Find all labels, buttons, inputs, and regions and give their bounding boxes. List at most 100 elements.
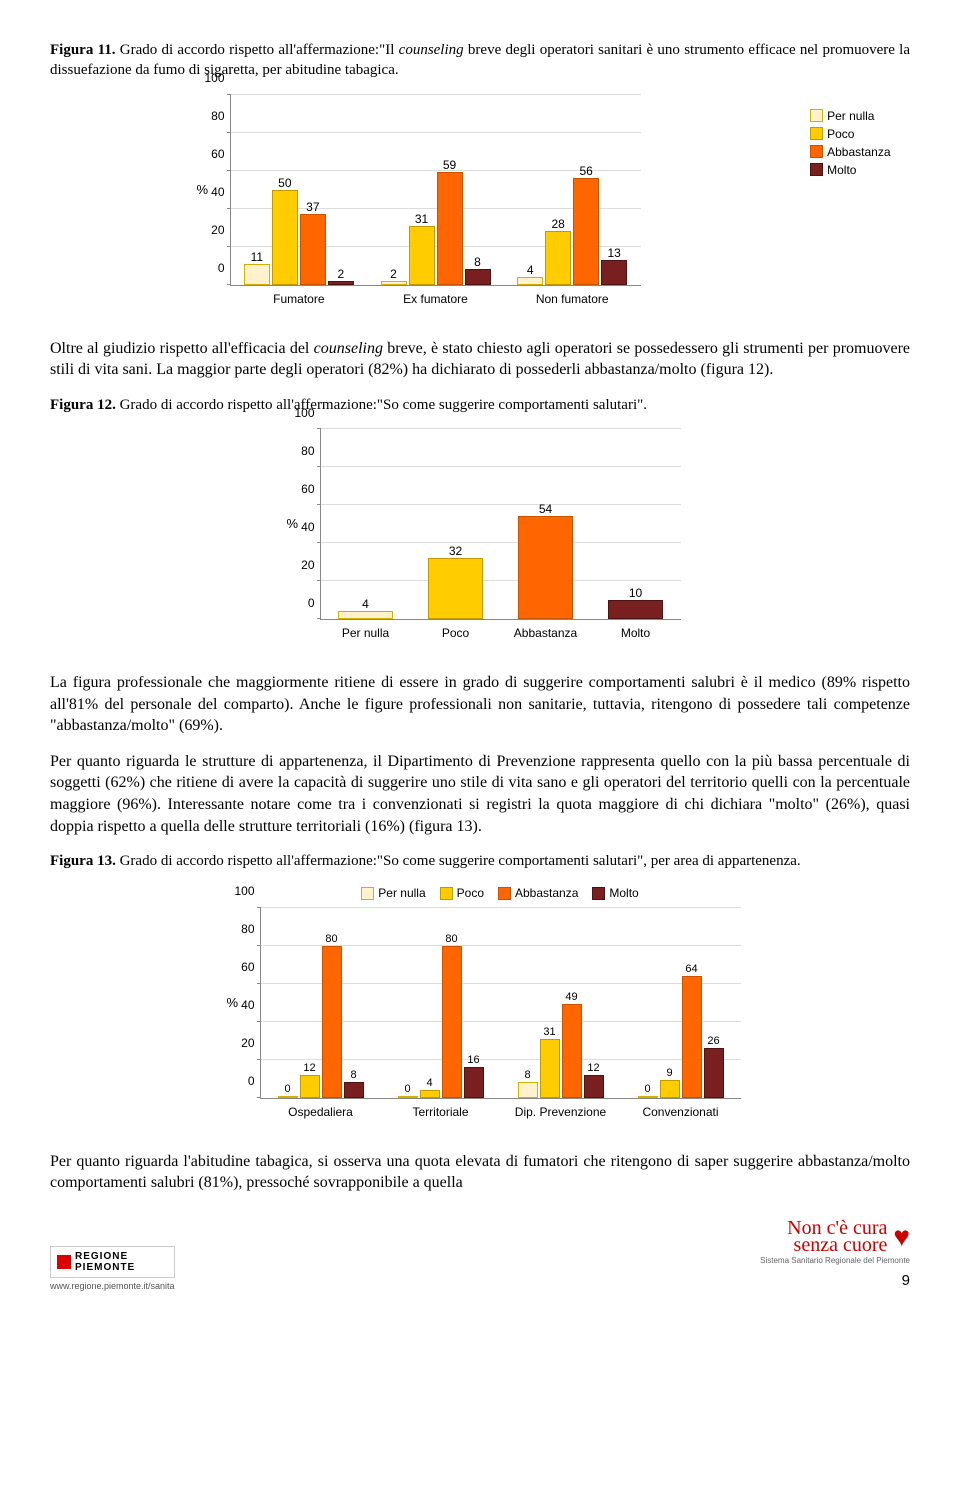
bar-value-label: 4 [518, 264, 542, 278]
category-label: Non fumatore [504, 285, 641, 307]
bar-value-label: 4 [421, 1078, 439, 1091]
chart-3-container: Per nullaPocoAbbastanzaMolto020406080100… [50, 885, 910, 1126]
bar: 32 [428, 558, 483, 619]
bar-group: 1150372Fumatore [231, 95, 368, 285]
category-label: Territoriale [381, 1098, 501, 1120]
bar-value-label: 2 [382, 268, 406, 282]
bar-value-label: 80 [443, 934, 461, 947]
heart-icon: ♥ [893, 1218, 910, 1256]
fig11-text-a: Grado di accordo rispetto all'affermazio… [116, 42, 399, 58]
y-tick-label: 80 [241, 921, 260, 937]
bar-value-label: 4 [339, 598, 392, 612]
paragraph-2: La figura professionale che maggiormente… [50, 672, 910, 737]
y-tick-label: 0 [218, 260, 231, 276]
y-tick-label: 0 [308, 595, 321, 611]
paragraph-3: Per quanto riguarda le strutture di appa… [50, 751, 910, 837]
bar-group: 4285613Non fumatore [504, 95, 641, 285]
bar-value-label: 12 [585, 1063, 603, 1076]
bar-value-label: 2 [329, 268, 353, 282]
legend-label: Poco [827, 125, 854, 143]
y-tick-label: 20 [211, 222, 230, 238]
y-tick-label: 20 [301, 557, 320, 573]
y-tick-label: 0 [248, 1073, 261, 1089]
bar-value-label: 26 [705, 1036, 723, 1049]
bar-value-label: 31 [541, 1027, 559, 1040]
y-tick-label: 40 [211, 184, 230, 200]
y-tick-label: 100 [204, 70, 230, 86]
chart-1: 020406080100%1150372Fumatore231598Ex fum… [190, 95, 771, 314]
bar: 12 [584, 1075, 604, 1098]
paragraph-4: Per quanto riguarda l'abitudine tabagica… [50, 1151, 910, 1194]
y-axis-label: % [287, 515, 299, 533]
y-tick-label: 100 [294, 405, 320, 421]
para1a: Oltre al giudizio rispetto all'efficacia… [50, 340, 314, 357]
bar-value-label: 49 [563, 992, 581, 1005]
figure-13-caption: Figura 13. Grado di accordo rispetto all… [50, 851, 910, 871]
fig11-prefix: Figura 11. [50, 42, 116, 58]
bar-value-label: 59 [438, 159, 462, 173]
bar-value-label: 13 [602, 247, 626, 261]
chart-legend: Per nullaPocoAbbastanzaMolto [810, 107, 890, 179]
logo-sistema-sanitario: Non c'è cura senza cuore ♥ Sistema Sanit… [760, 1218, 910, 1292]
regione-line1: REGIONE [75, 1251, 135, 1262]
figure-12-caption: Figura 12. Grado di accordo rispetto all… [50, 395, 910, 415]
bar-value-label: 80 [323, 934, 341, 947]
figure-11-caption: Figura 11. Grado di accordo rispetto all… [50, 40, 910, 81]
fig12-text: Grado di accordo rispetto all'affermazio… [116, 397, 647, 413]
bar-value-label: 50 [273, 177, 297, 191]
bar: 54 [518, 516, 573, 619]
bar-value-label: 11 [245, 251, 269, 265]
para1-italic: counseling [314, 340, 383, 357]
bar-value-label: 8 [466, 256, 490, 270]
bar: 59 [437, 172, 463, 284]
bar-value-label: 28 [546, 218, 570, 232]
bar: 4 [338, 611, 393, 619]
bar: 80 [442, 946, 462, 1098]
legend-label: Per nulla [827, 107, 874, 125]
bar: 13 [601, 260, 627, 285]
legend-label: Molto [609, 885, 638, 901]
y-tick-label: 80 [301, 443, 320, 459]
page-footer: REGIONE PIEMONTE www.regione.piemonte.it… [50, 1218, 910, 1292]
y-tick-label: 40 [301, 519, 320, 535]
chart-2-container: 020406080100%4Per nulla32Poco54Abbastanz… [50, 429, 910, 648]
y-axis-label: % [197, 181, 209, 199]
category-label: Fumatore [231, 285, 368, 307]
bar: 16 [464, 1067, 484, 1097]
logo-regione-piemonte: REGIONE PIEMONTE www.regione.piemonte.it… [50, 1246, 175, 1292]
regione-line2: PIEMONTE [75, 1262, 135, 1273]
legend-label: Molto [827, 161, 856, 179]
category-label: Molto [591, 619, 681, 641]
bar: 12 [300, 1075, 320, 1098]
bar: 28 [545, 231, 571, 284]
bar: 4 [517, 277, 543, 285]
y-tick-label: 60 [301, 481, 320, 497]
y-tick-label: 60 [211, 146, 230, 162]
bar-value-label: 54 [519, 503, 572, 517]
bar: 31 [409, 226, 435, 285]
bar-value-label: 12 [301, 1063, 319, 1076]
bar-group: 096426Convenzionati [621, 908, 741, 1098]
bar-group: 231598Ex fumatore [367, 95, 504, 285]
bar-value-label: 31 [410, 213, 434, 227]
chart-legend: Per nullaPocoAbbastanzaMolto [260, 885, 741, 901]
y-tick-label: 80 [211, 108, 230, 124]
category-label: Abbastanza [501, 619, 591, 641]
category-label: Per nulla [321, 619, 411, 641]
y-tick-label: 40 [241, 997, 260, 1013]
fig11-italic: counseling [399, 42, 464, 58]
bar-group: 8314912Dip. Prevenzione [501, 908, 621, 1098]
paragraph-1: Oltre al giudizio rispetto all'efficacia… [50, 338, 910, 381]
bar-value-label: 0 [399, 1084, 417, 1097]
chart-3: Per nullaPocoAbbastanzaMolto020406080100… [220, 885, 741, 1126]
bar-value-label: 10 [609, 587, 662, 601]
bar-value-label: 32 [429, 545, 482, 559]
bar: 11 [244, 264, 270, 285]
y-tick-label: 60 [241, 959, 260, 975]
bar: 56 [573, 178, 599, 284]
bar-value-label: 0 [639, 1084, 657, 1097]
bar: 10 [608, 600, 663, 619]
category-label: Ex fumatore [367, 285, 504, 307]
fig13-text: Grado di accordo rispetto all'affermazio… [116, 853, 801, 869]
bar: 64 [682, 976, 702, 1098]
